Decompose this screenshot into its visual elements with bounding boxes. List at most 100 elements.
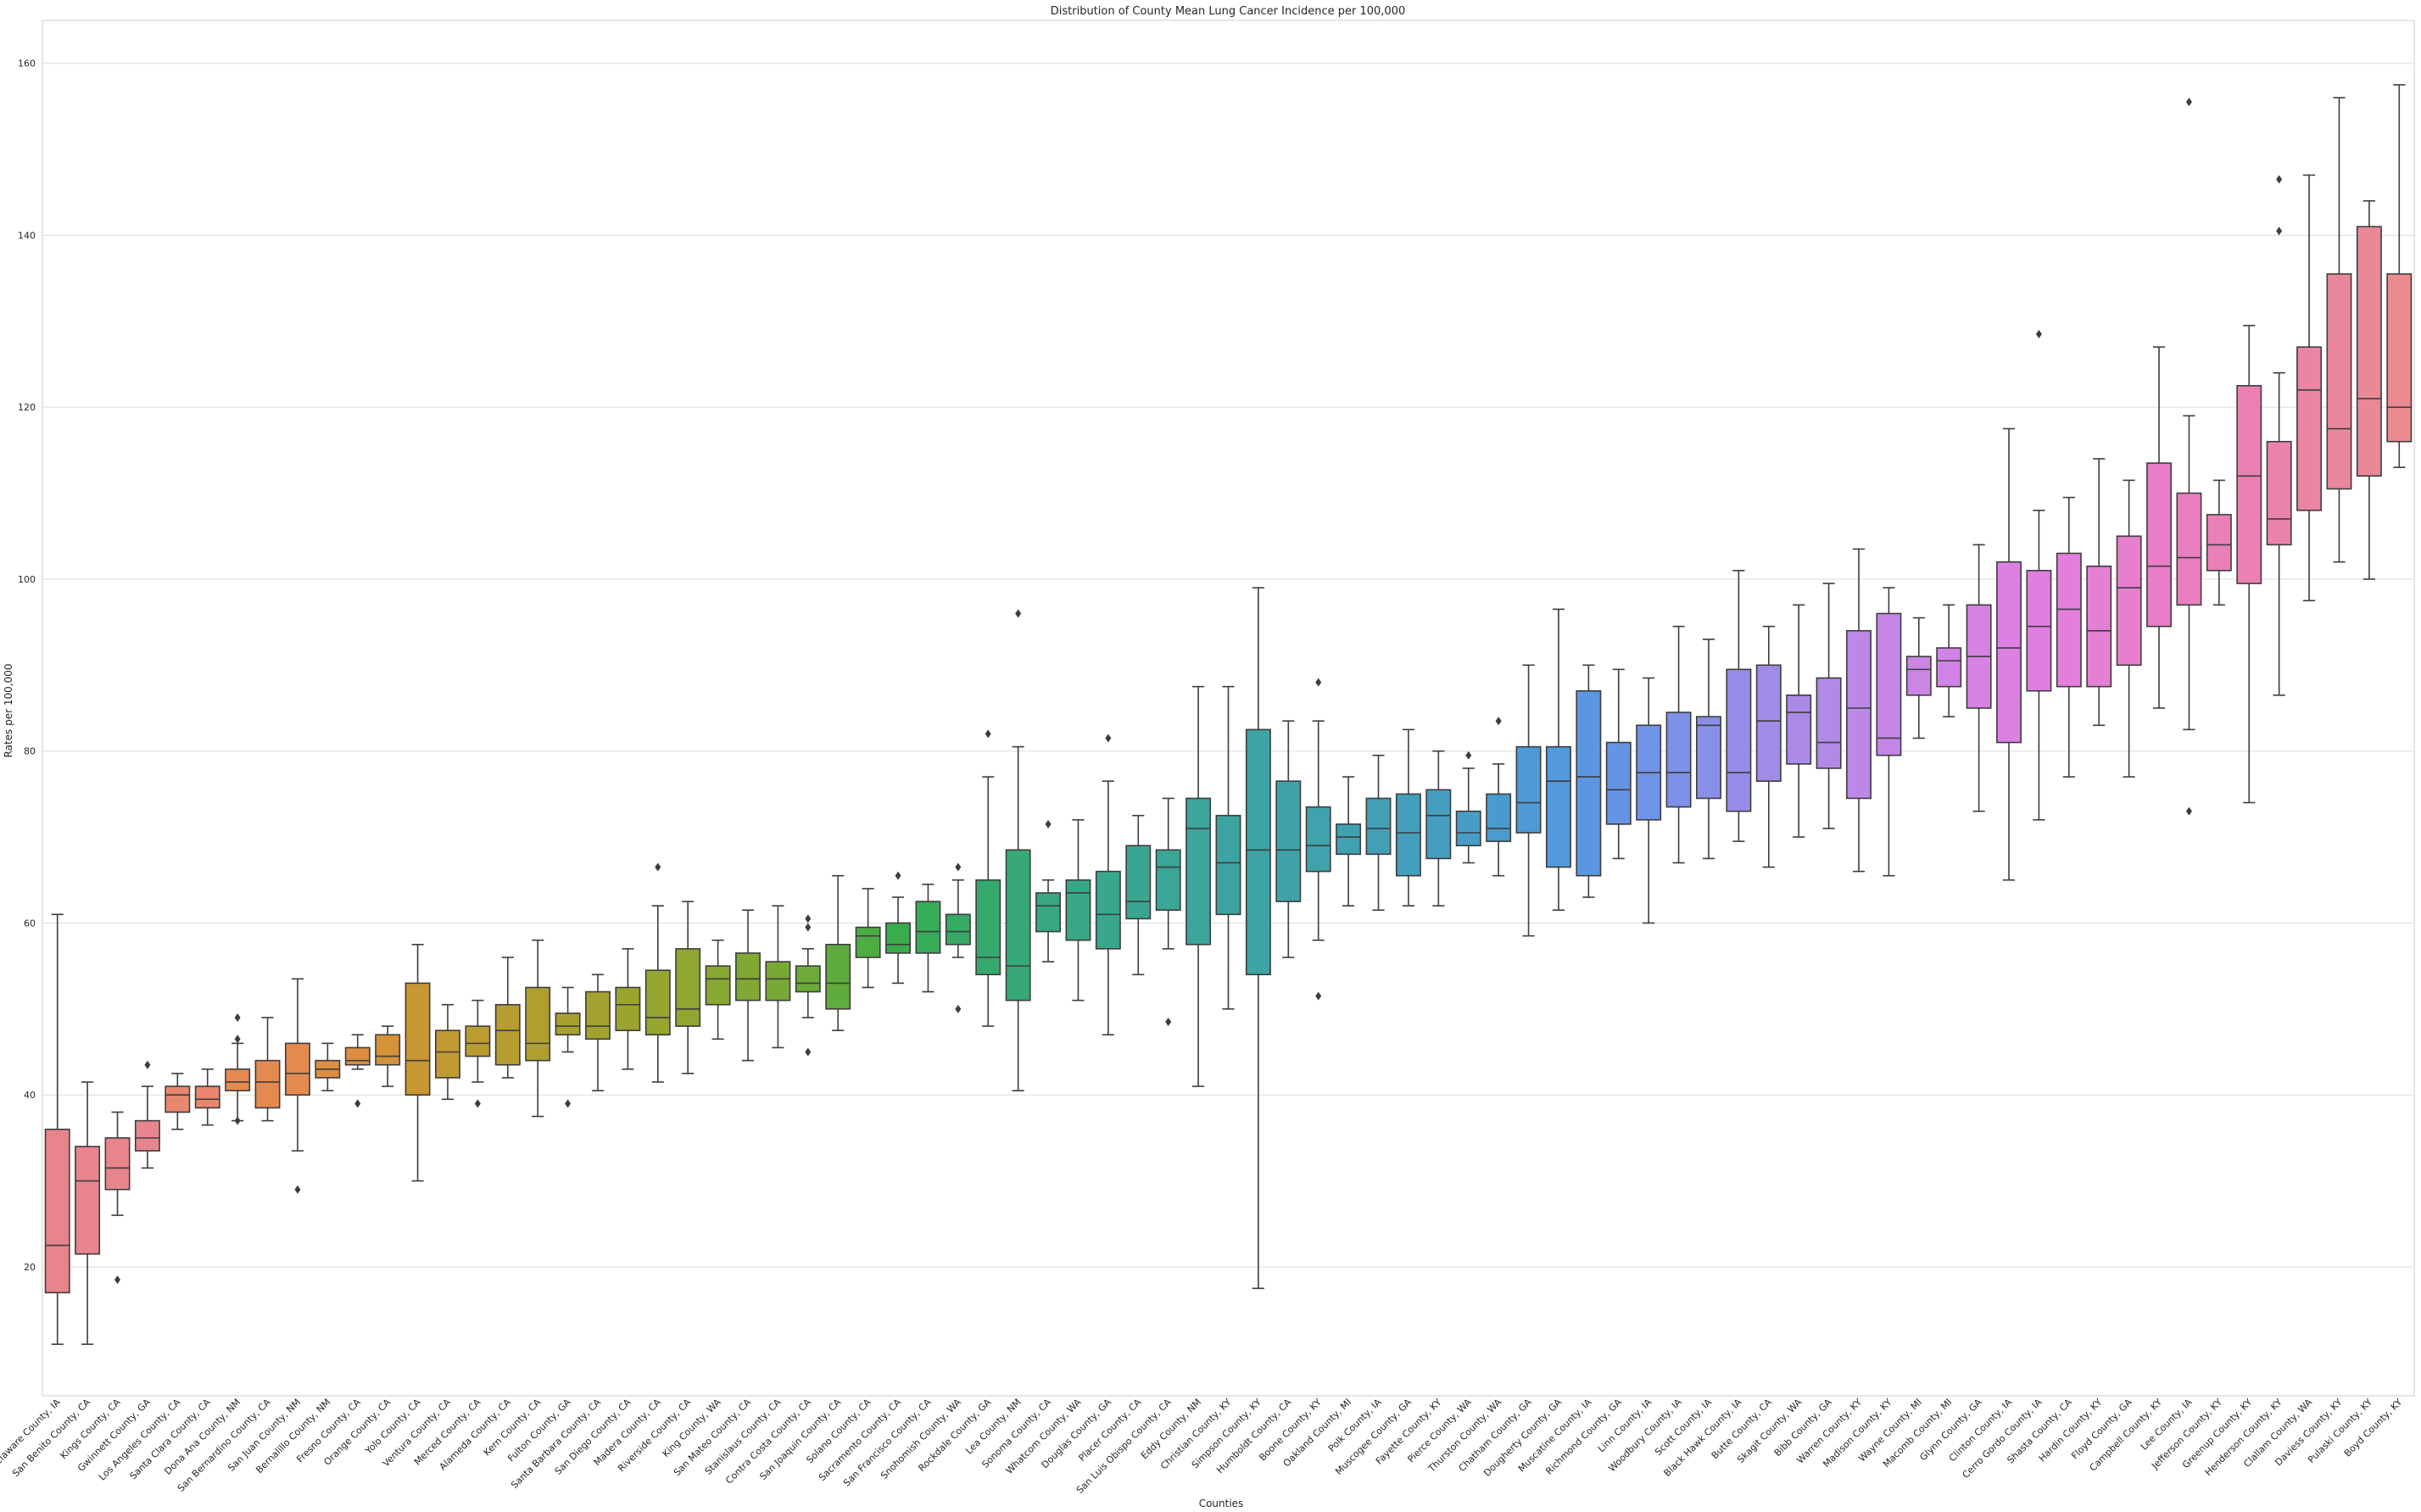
box xyxy=(2086,565,2112,688)
box xyxy=(1005,849,1031,1001)
box-group xyxy=(795,914,821,1057)
box-group xyxy=(1215,685,1241,1010)
outlier-point xyxy=(234,1035,241,1044)
box-group xyxy=(825,874,851,1031)
box xyxy=(1155,849,1181,912)
box-group xyxy=(2176,98,2202,816)
outlier-point xyxy=(2185,806,2192,816)
box-group xyxy=(1005,609,1031,1091)
outlier-point xyxy=(805,923,812,932)
box xyxy=(344,1046,371,1066)
box xyxy=(644,969,671,1036)
box xyxy=(1665,711,1692,808)
box-group xyxy=(1786,604,1812,838)
box xyxy=(165,1085,191,1113)
outlier-point xyxy=(1105,734,1112,743)
box xyxy=(1996,561,2022,744)
box-group xyxy=(1665,625,1692,864)
box-group xyxy=(1936,604,1962,717)
box-group xyxy=(1125,814,1152,976)
box-group xyxy=(2206,479,2232,606)
box-group xyxy=(134,1060,160,1169)
box-group xyxy=(194,1068,220,1126)
box xyxy=(375,1034,401,1066)
outlier-point xyxy=(1495,717,1502,726)
box-group xyxy=(254,1017,281,1122)
y-tick-label: 80 xyxy=(24,746,36,757)
outlier-point xyxy=(985,729,991,739)
box-group xyxy=(1605,668,1632,860)
box xyxy=(525,986,551,1062)
box xyxy=(915,901,941,954)
box-group xyxy=(1966,544,1992,812)
box xyxy=(1455,810,1481,847)
box-group xyxy=(1726,569,1752,842)
outlier-point xyxy=(955,862,962,872)
box xyxy=(615,986,641,1031)
y-axis-ticks: 20 40 60 80 100 120 140 160 xyxy=(18,59,36,1273)
box xyxy=(2056,552,2082,688)
box-group xyxy=(1365,754,1392,912)
box-group xyxy=(2056,496,2082,778)
box xyxy=(75,1146,101,1255)
box xyxy=(2296,346,2323,511)
box-group xyxy=(2236,325,2262,804)
box-group xyxy=(344,1034,371,1108)
box xyxy=(1125,845,1152,920)
box xyxy=(284,1042,310,1096)
box xyxy=(1905,656,1932,696)
box-group xyxy=(465,999,491,1108)
outlier-point xyxy=(2276,226,2283,236)
outlier-point xyxy=(1045,819,1052,829)
outlier-point xyxy=(1315,678,1322,687)
outlier-point xyxy=(805,1047,812,1057)
box xyxy=(1846,629,1872,800)
box-group xyxy=(1065,818,1091,1001)
box xyxy=(1816,677,1842,769)
box xyxy=(1755,664,1782,782)
box xyxy=(675,948,701,1027)
x-tick-label: Polk County, IA xyxy=(1326,1397,1384,1454)
box xyxy=(1936,647,1962,688)
outlier-point xyxy=(234,1116,241,1125)
box xyxy=(1545,745,1571,868)
box xyxy=(945,913,971,946)
box-group xyxy=(855,888,881,989)
box xyxy=(825,943,851,1010)
box-group xyxy=(1576,664,1602,898)
outlier-point xyxy=(1015,609,1022,618)
outlier-point xyxy=(565,1099,572,1108)
box-group xyxy=(1515,664,1542,937)
box-group xyxy=(1755,625,1782,868)
x-tick-label: Boyd County, KY xyxy=(2342,1397,2405,1459)
box xyxy=(104,1137,131,1191)
box-group xyxy=(1696,639,1721,860)
outlier-point xyxy=(1165,1018,1172,1027)
box-group xyxy=(525,939,551,1118)
box-group xyxy=(165,1073,191,1130)
box-group xyxy=(1185,685,1212,1087)
box-group xyxy=(1425,750,1452,907)
box xyxy=(855,926,881,958)
box xyxy=(1245,728,1271,976)
box-group xyxy=(1636,677,1662,924)
box xyxy=(975,879,1001,976)
box-group xyxy=(1035,819,1062,962)
y-tick-label: 140 xyxy=(18,230,36,241)
y-axis-label: Rates per 100,000 xyxy=(3,664,14,758)
outlier-point xyxy=(474,1099,481,1108)
box xyxy=(465,1025,491,1057)
y-tick-label: 120 xyxy=(18,402,36,413)
box xyxy=(2206,514,2232,572)
box xyxy=(585,990,611,1041)
y-tick-label: 60 xyxy=(24,918,36,929)
chart-title: Distribution of County Mean Lung Cancer … xyxy=(1051,5,1406,18)
box xyxy=(2326,273,2352,490)
box xyxy=(1395,793,1421,877)
box xyxy=(1876,612,1902,756)
box-group xyxy=(1336,776,1362,907)
box xyxy=(795,965,821,993)
box xyxy=(435,1029,460,1079)
